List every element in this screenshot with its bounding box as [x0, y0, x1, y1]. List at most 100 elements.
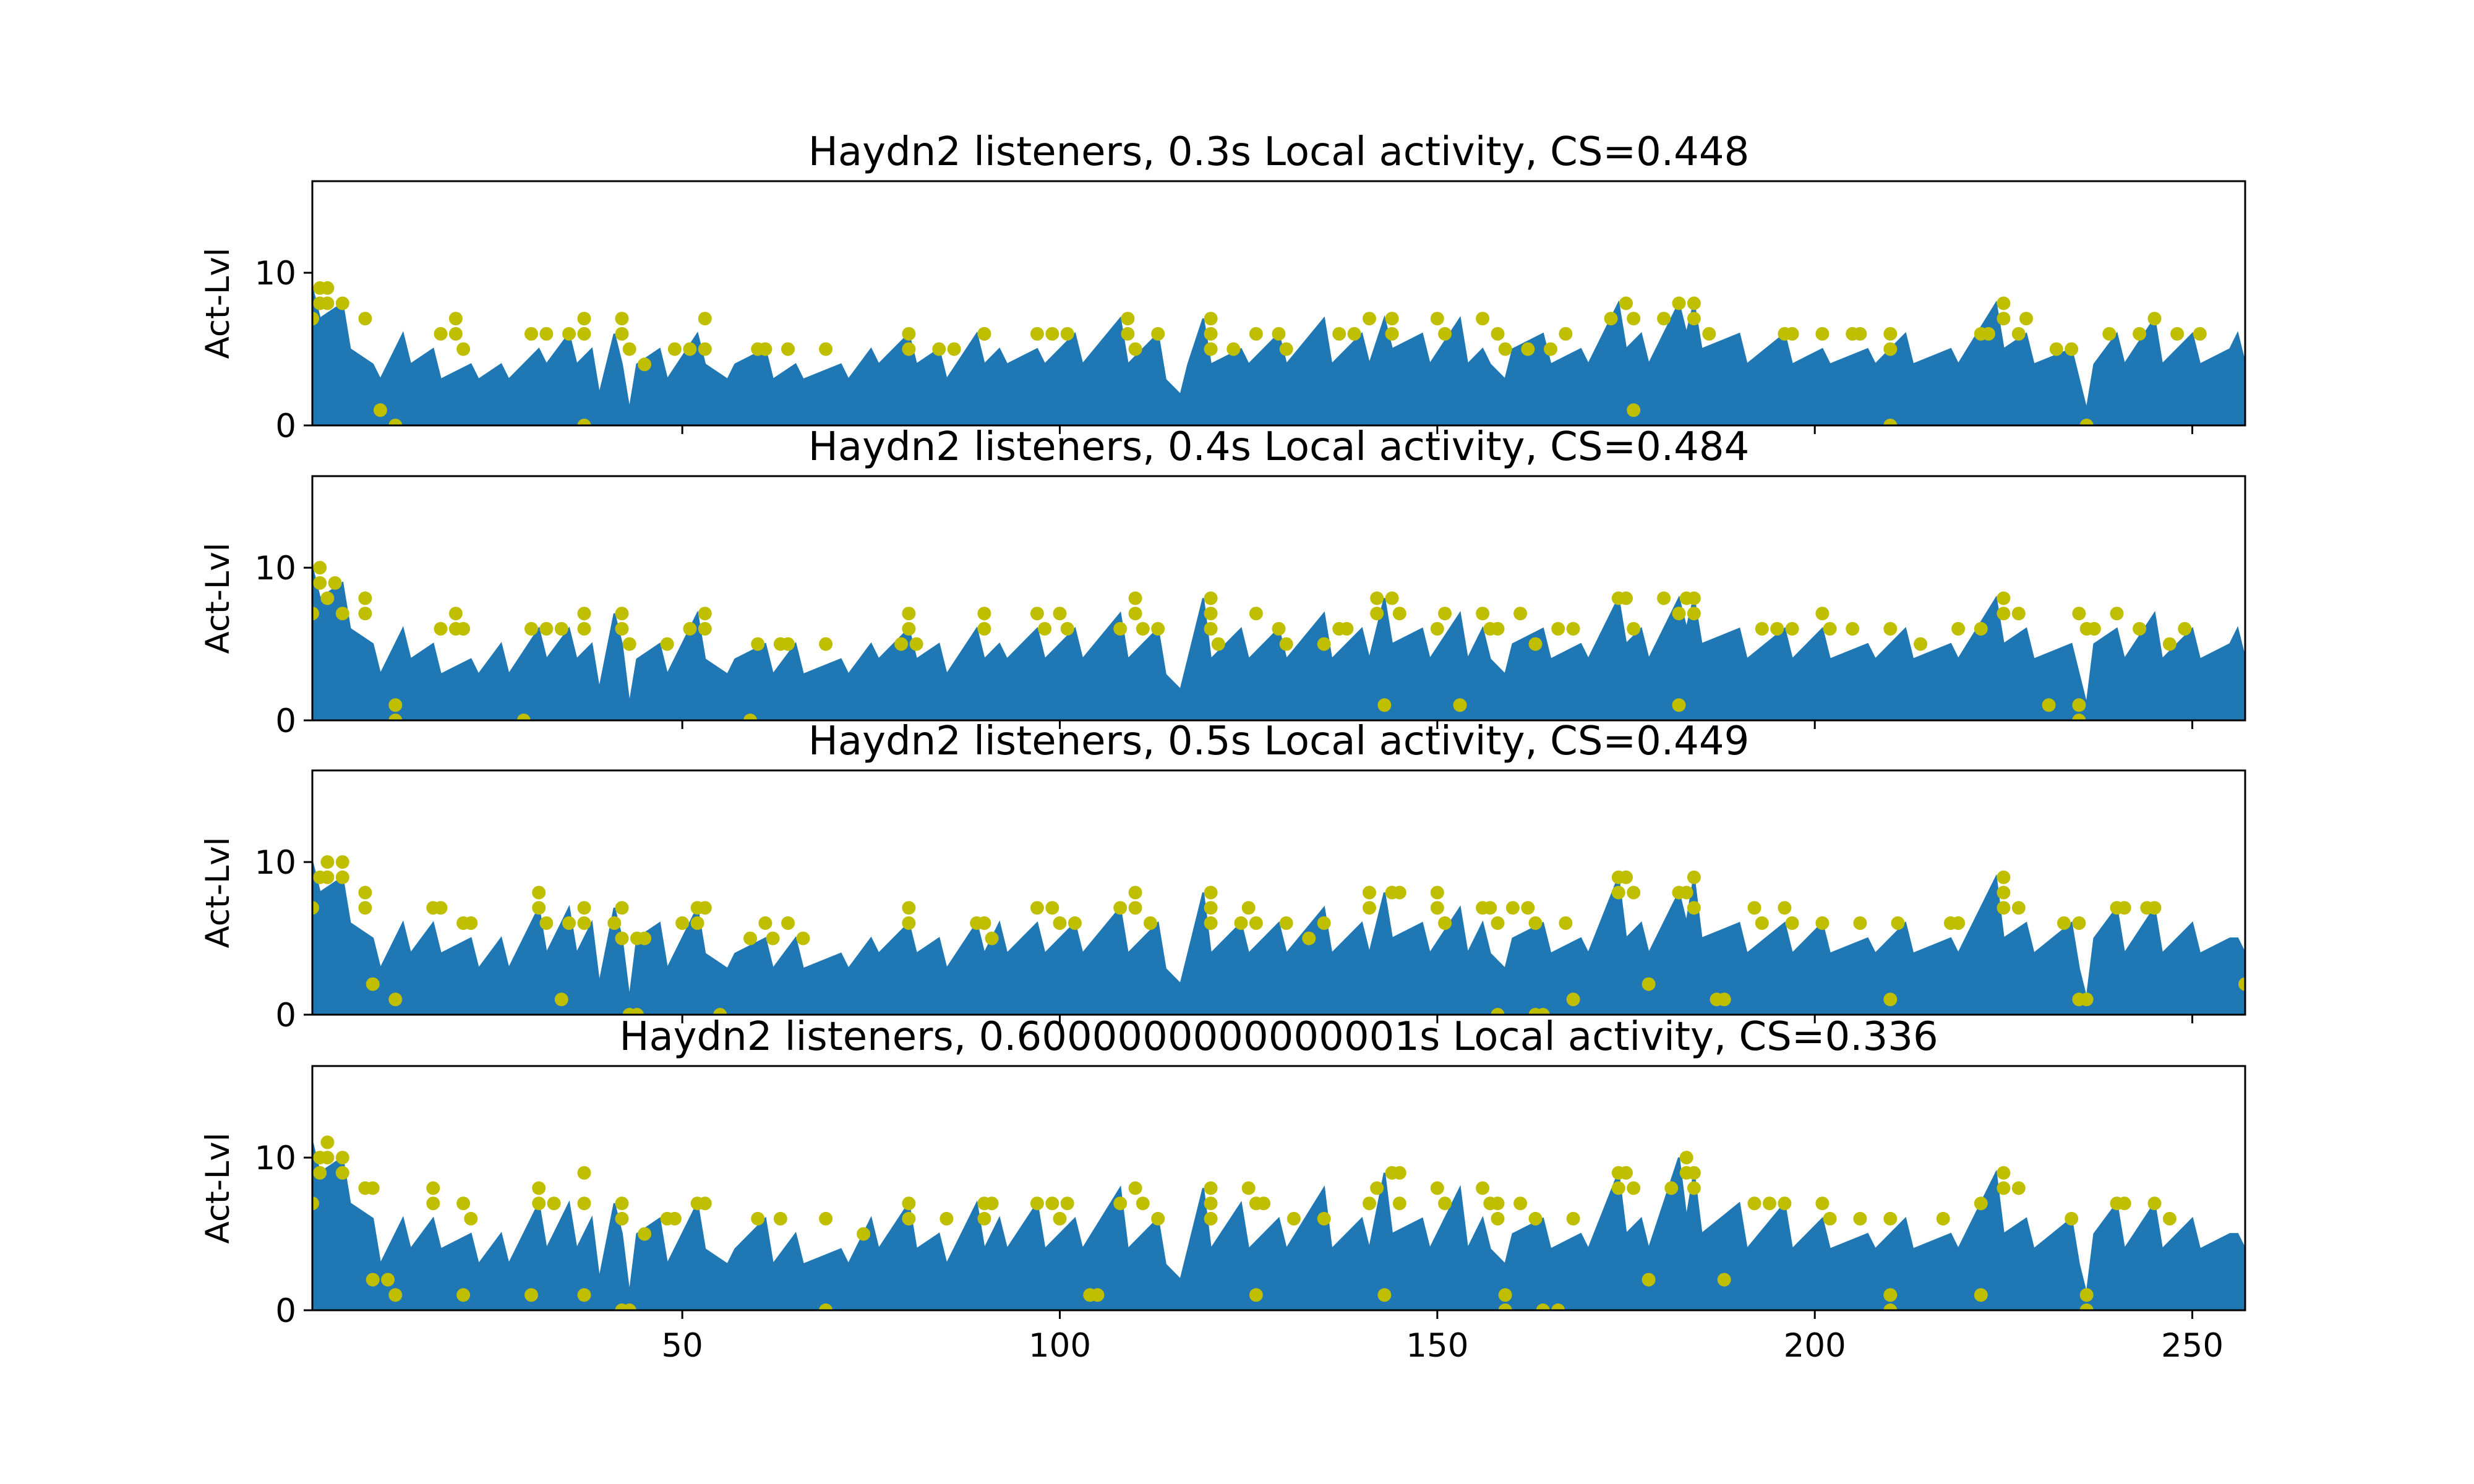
peak-marker: [1483, 901, 1497, 915]
peak-marker: [638, 357, 652, 372]
peak-marker: [1204, 342, 1218, 356]
peak-marker: [615, 901, 629, 915]
peak-marker: [1997, 885, 2011, 900]
activity-area-series-1: [312, 1142, 2245, 1310]
peak-marker: [577, 916, 591, 930]
peak-marker: [1619, 870, 1633, 884]
peak-marker: [1951, 916, 1966, 930]
peak-marker: [622, 342, 636, 356]
peak-marker: [781, 637, 795, 651]
peak-marker: [1823, 621, 1837, 636]
peak-marker: [313, 1166, 327, 1180]
peak-marker: [1377, 698, 1392, 712]
peak-marker: [2102, 326, 2117, 341]
peak-marker: [2079, 1303, 2094, 1310]
peak-marker: [751, 637, 765, 651]
peak-marker: [743, 931, 757, 945]
y-tick-label: 0: [275, 702, 296, 740]
peak-marker: [335, 870, 349, 884]
peak-marker: [2072, 916, 2086, 930]
peak-marker: [539, 326, 554, 341]
peak-marker: [1717, 1273, 1731, 1287]
peak-marker: [1679, 1151, 1693, 1165]
peak-marker: [1347, 326, 1361, 341]
peak-marker: [675, 916, 690, 930]
peak-marker: [366, 1273, 380, 1287]
peak-marker: [577, 326, 591, 341]
peak-marker: [1815, 916, 1830, 930]
peak-marker: [1068, 916, 1082, 930]
peak-marker: [1370, 591, 1384, 605]
peak-marker: [1249, 607, 1263, 621]
peak-marker: [1211, 637, 1225, 651]
peak-marker: [2170, 326, 2185, 341]
peak-marker: [902, 1211, 916, 1226]
peak-marker: [2042, 698, 2056, 712]
peak-marker: [524, 621, 538, 636]
peak-marker: [1491, 916, 1505, 930]
peak-marker: [615, 1211, 629, 1226]
peak-marker: [1853, 1211, 1867, 1226]
peak-marker: [1272, 621, 1286, 636]
peak-marker: [381, 1273, 395, 1287]
peak-marker: [1030, 901, 1044, 915]
peak-marker: [1204, 607, 1218, 621]
peak-marker: [335, 1166, 349, 1180]
peak-marker: [1498, 1303, 1512, 1310]
peak-marker: [358, 607, 372, 621]
peak-marker: [1951, 621, 1966, 636]
peak-marker: [1204, 1196, 1218, 1211]
peak-marker: [985, 1196, 999, 1211]
peak-marker: [358, 885, 372, 900]
peak-marker: [1619, 296, 1633, 310]
peak-marker: [1521, 342, 1535, 356]
peak-marker: [607, 916, 622, 930]
y-tick-label: 0: [275, 407, 296, 445]
peak-marker: [2117, 1196, 2131, 1211]
peak-marker: [781, 916, 795, 930]
peak-marker: [638, 931, 652, 945]
peak-marker: [1846, 621, 1860, 636]
peak-marker: [1672, 698, 1686, 712]
peak-marker: [1279, 637, 1293, 651]
peak-marker: [1317, 916, 1331, 930]
peak-marker: [683, 621, 697, 636]
peak-marker: [1536, 1008, 1550, 1015]
peak-marker: [539, 916, 554, 930]
peak-marker: [1438, 916, 1452, 930]
peak-marker: [320, 870, 335, 884]
peak-marker: [902, 342, 916, 356]
peak-marker: [562, 916, 576, 930]
peak-marker: [532, 1196, 546, 1211]
peak-marker: [1053, 607, 1067, 621]
peak-marker: [1491, 1211, 1505, 1226]
peak-marker: [977, 916, 991, 930]
peak-marker: [1279, 916, 1293, 930]
peak-marker: [977, 1211, 991, 1226]
peak-marker: [1604, 312, 1618, 326]
peak-marker: [667, 1211, 682, 1226]
peak-marker: [1249, 1288, 1263, 1302]
y-axis-label: Act-Lvl: [199, 1133, 237, 1244]
peak-marker: [388, 992, 403, 1007]
peak-marker: [1226, 342, 1241, 356]
peak-marker: [1302, 931, 1316, 945]
peak-marker: [2019, 312, 2033, 326]
peak-marker: [1815, 607, 1830, 621]
peak-marker: [1332, 326, 1346, 341]
peak-marker: [1038, 621, 1052, 636]
peak-marker: [1045, 901, 1059, 915]
peak-marker: [1974, 621, 1988, 636]
plot-area: [312, 561, 2245, 720]
peak-marker: [1204, 916, 1218, 930]
peak-marker: [1363, 901, 1376, 915]
axes-frame: [311, 475, 2246, 722]
y-tick-label: 0: [275, 1292, 296, 1330]
peak-marker: [1778, 1196, 1792, 1211]
peak-marker: [683, 342, 697, 356]
peak-marker: [577, 1166, 591, 1180]
peak-marker: [1641, 1273, 1656, 1287]
peak-marker: [1755, 916, 1769, 930]
peak-marker: [615, 607, 629, 621]
peak-marker: [1128, 591, 1142, 605]
